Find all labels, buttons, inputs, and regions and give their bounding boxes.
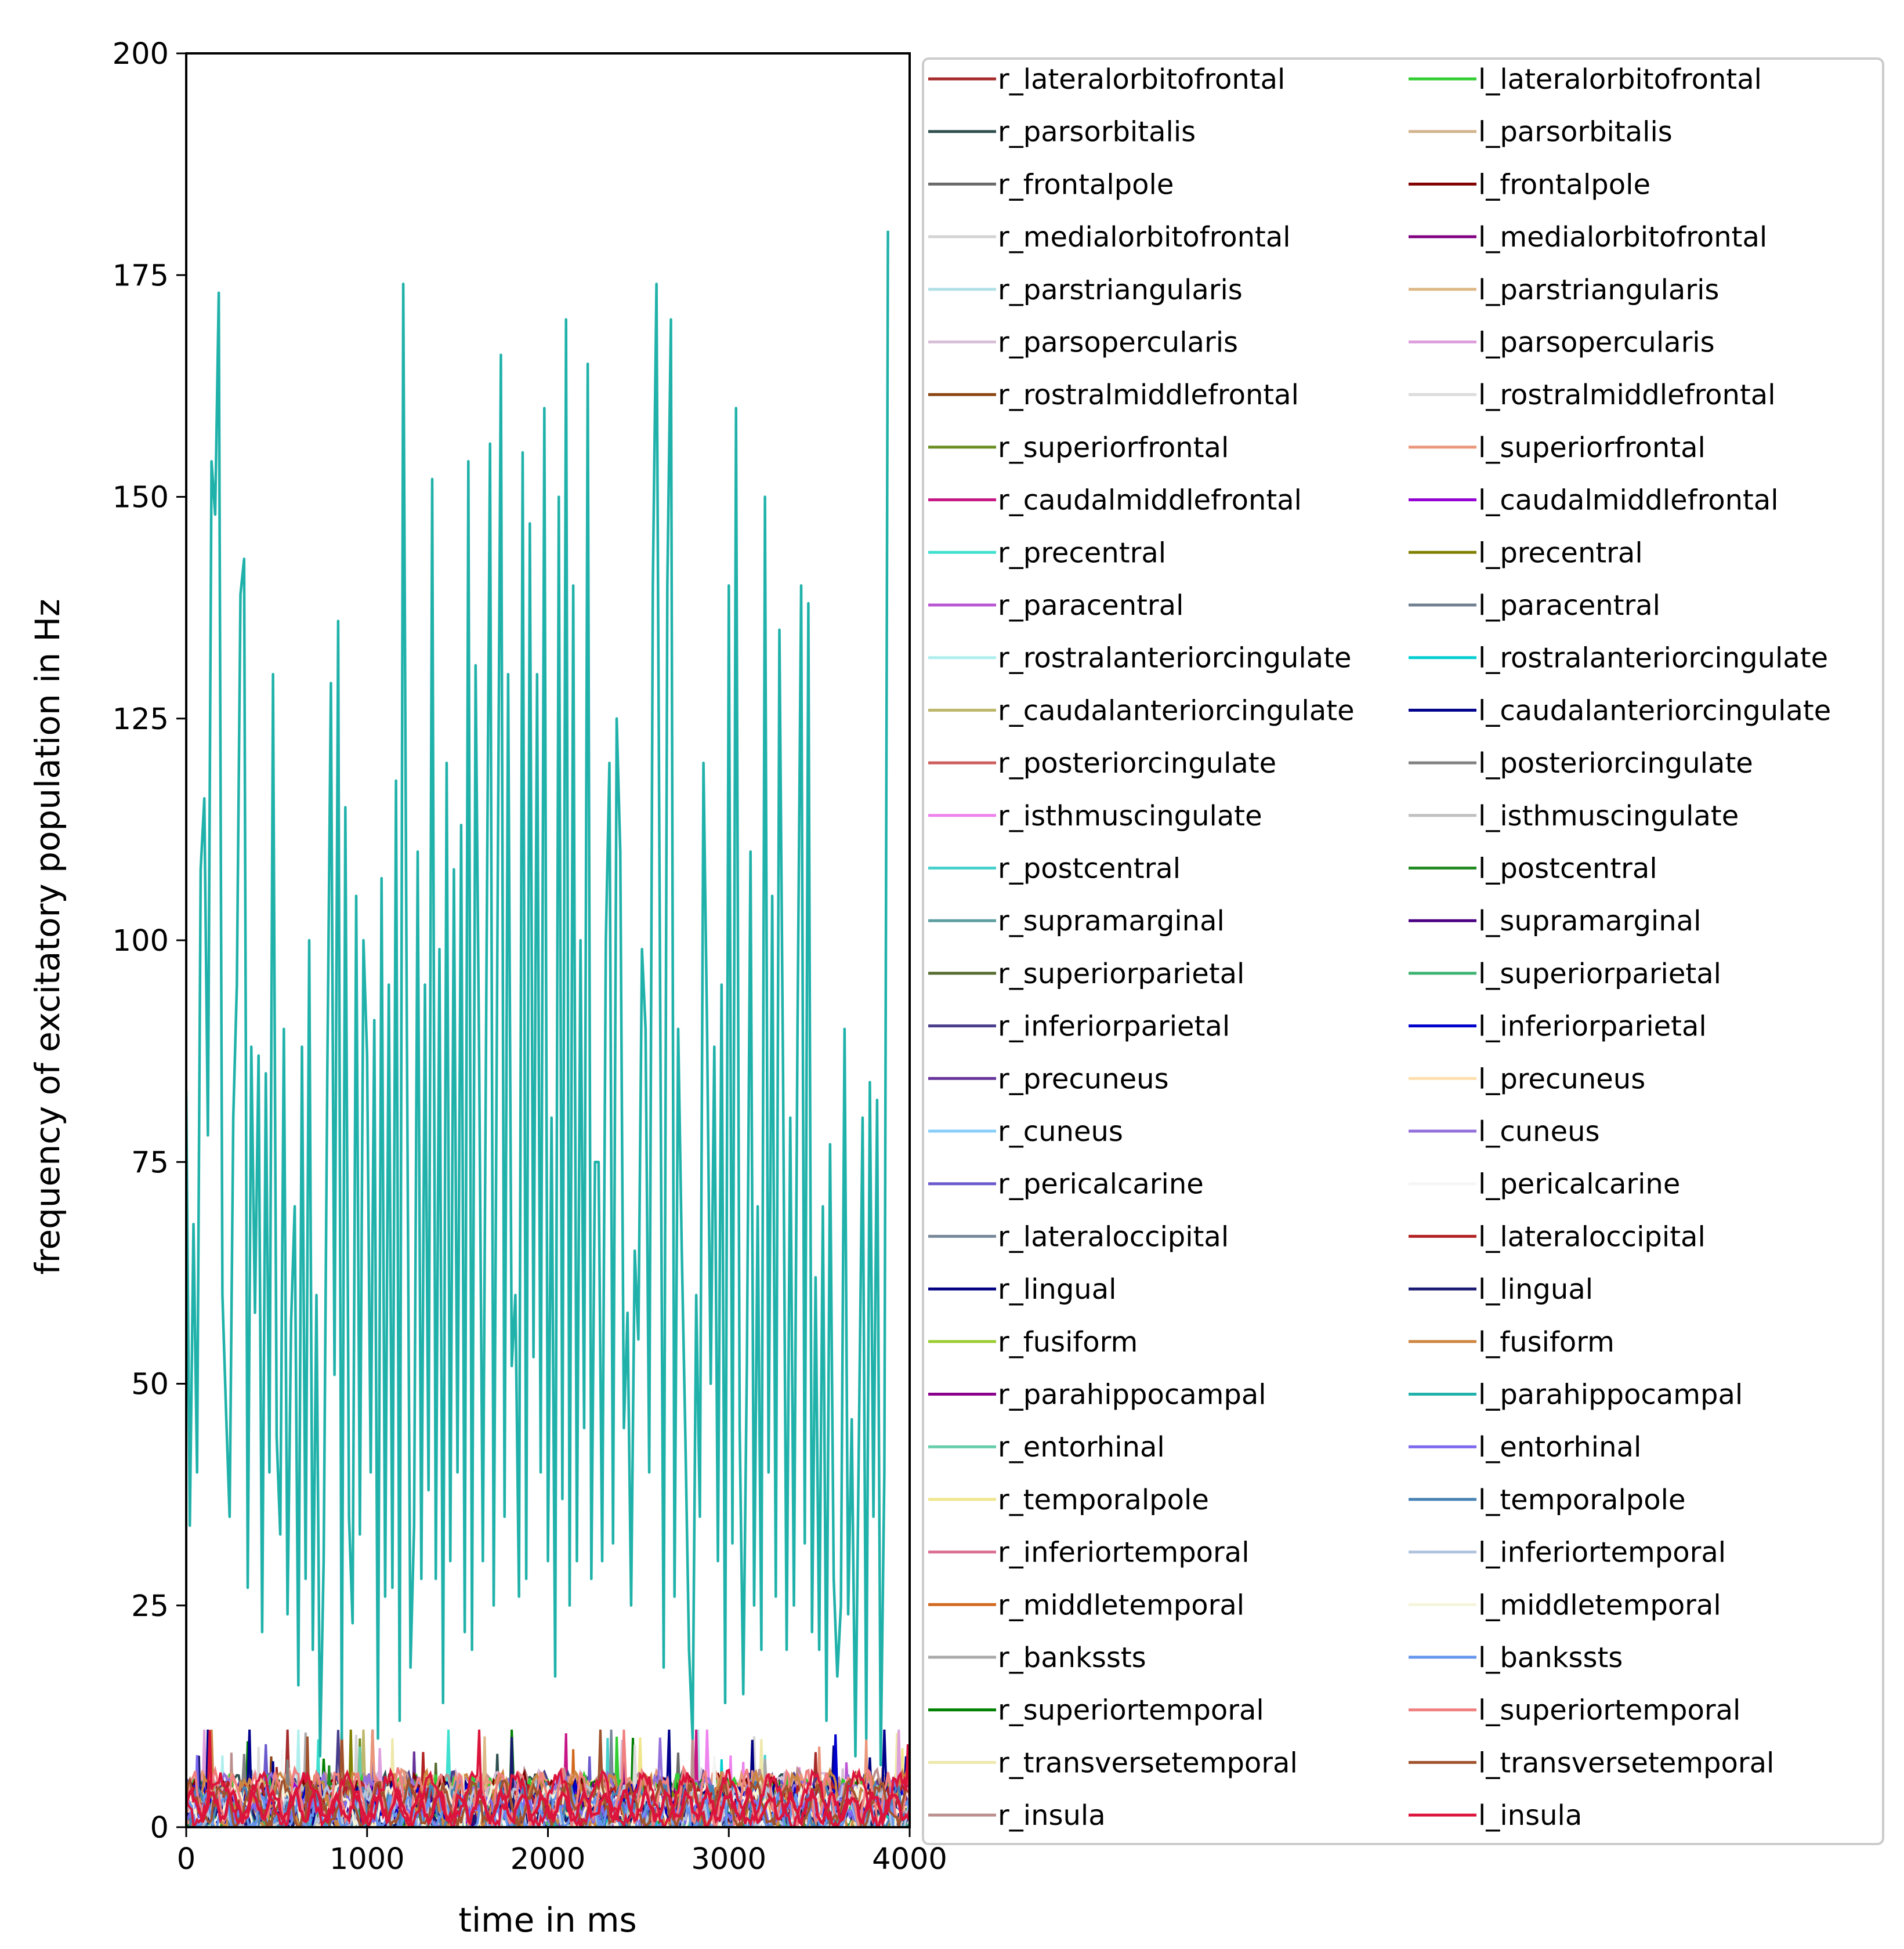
x-tick-label-4: 4000: [872, 1842, 947, 1876]
legend-label-r_superiorfrontal: r_superiorfrontal: [998, 432, 1229, 464]
y-axis: 0 25 50 75 100 125 150 175 200: [113, 37, 186, 1845]
legend-label-r_cuneus: r_cuneus: [998, 1115, 1123, 1148]
legend-label-l_middletemporal: l_middletemporal: [1478, 1589, 1721, 1621]
legend-label-r_lateralorbitofrontal: r_lateralorbitofrontal: [998, 63, 1285, 96]
dominant-series-group: [186, 230, 889, 1767]
legend-label-l_transversetemporal: l_transversetemporal: [1478, 1747, 1774, 1779]
y-axis-title: frequency of excitatory population in Hz: [28, 599, 67, 1274]
legend-label-r_entorhinal: r_entorhinal: [998, 1431, 1165, 1463]
x-tick-label-2: 2000: [511, 1842, 586, 1876]
legend-label-r_medialorbitofrontal: r_medialorbitofrontal: [998, 221, 1291, 253]
legend-label-r_bankssts: r_bankssts: [998, 1642, 1146, 1674]
legend-frame: [922, 57, 1884, 1845]
legend-label-r_precentral: r_precentral: [998, 537, 1166, 569]
legend-label-r_parsorbitalis: r_parsorbitalis: [998, 116, 1196, 148]
legend-label-l_supramarginal: l_supramarginal: [1478, 905, 1701, 937]
legend-label-l_bankssts: l_bankssts: [1478, 1642, 1623, 1674]
legend-label-l_inferiorparietal: l_inferiorparietal: [1478, 1010, 1707, 1043]
legend-label-l_caudalmiddlefrontal: l_caudalmiddlefrontal: [1478, 484, 1779, 517]
legend-label-r_paracentral: r_paracentral: [998, 589, 1183, 622]
legend-label-l_entorhinal: l_entorhinal: [1478, 1431, 1641, 1463]
series-line-l_transversetemporal: [186, 1729, 910, 1827]
y-tick-label-1: 25: [131, 1589, 169, 1624]
legend-label-l_frontalpole: l_frontalpole: [1478, 168, 1650, 201]
legend-label-r_caudalanteriorcingulate: r_caudalanteriorcingulate: [998, 694, 1355, 727]
x-tick-label-3: 3000: [691, 1842, 766, 1876]
legend-label-l_cuneus: l_cuneus: [1478, 1115, 1600, 1148]
legend-label-l_parahippocampal: l_parahippocampal: [1478, 1379, 1743, 1411]
legend-label-l_lateralorbitofrontal: l_lateralorbitofrontal: [1478, 63, 1762, 96]
series-line-l_insula-top: [186, 1784, 910, 1827]
plot-area: [185, 52, 911, 1828]
legend-label-r_middletemporal: r_middletemporal: [998, 1589, 1244, 1621]
legend-label-l_precuneus: l_precuneus: [1478, 1063, 1645, 1095]
legend-label-r_caudalmiddlefrontal: r_caudalmiddlefrontal: [998, 484, 1302, 517]
y-tick-label-8: 200: [113, 37, 169, 71]
legend-label-l_caudalanteriorcingulate: l_caudalanteriorcingulate: [1478, 694, 1831, 727]
legend-label-l_paracentral: l_paracentral: [1478, 589, 1660, 622]
y-tick-label-7: 175: [113, 259, 169, 293]
legend-label-l_pericalcarine: l_pericalcarine: [1478, 1168, 1680, 1201]
x-axis-title: time in ms: [458, 1900, 637, 1940]
legend-label-l_superiorparietal: l_superiorparietal: [1478, 958, 1721, 990]
legend-label-l_temporalpole: l_temporalpole: [1478, 1484, 1685, 1516]
legend-label-l_rostralmiddlefrontal: l_rostralmiddlefrontal: [1478, 379, 1776, 411]
legend-label-r_transversetemporal: r_transversetemporal: [998, 1747, 1298, 1779]
legend-label-r_inferiortemporal: r_inferiortemporal: [998, 1537, 1250, 1569]
legend-label-r_lingual: r_lingual: [998, 1273, 1116, 1306]
legend-label-l_fusiform: l_fusiform: [1478, 1326, 1615, 1358]
legend-label-l_postcentral: l_postcentral: [1478, 853, 1657, 885]
legend: r_lateralorbitofrontal r_parsorbitalis r_f…: [922, 57, 1884, 1845]
y-tick-label-4: 100: [113, 924, 169, 958]
legend-label-r_temporalpole: r_temporalpole: [998, 1484, 1209, 1516]
legend-label-r_posteriorcingulate: r_posteriorcingulate: [998, 747, 1276, 780]
legend-label-l_isthmuscingulate: l_isthmuscingulate: [1478, 800, 1739, 832]
legend-label-r_parstriangularis: r_parstriangularis: [998, 274, 1243, 306]
x-tick-label-0: 0: [177, 1842, 196, 1876]
legend-label-l_parsopercularis: l_parsopercularis: [1478, 327, 1715, 359]
legend-label-r_frontalpole: r_frontalpole: [998, 168, 1174, 201]
legend-label-r_parsopercularis: r_parsopercularis: [998, 327, 1238, 359]
legend-label-r_superiortemporal: r_superiortemporal: [998, 1694, 1264, 1727]
legend-label-r_rostralanteriorcingulate: r_rostralanteriorcingulate: [998, 642, 1352, 675]
legend-label-l_rostralanteriorcingulate: l_rostralanteriorcingulate: [1478, 642, 1828, 675]
legend-label-l_posteriorcingulate: l_posteriorcingulate: [1478, 747, 1753, 780]
legend-label-l_parsorbitalis: l_parsorbitalis: [1478, 116, 1673, 148]
legend-label-r_supramarginal: r_supramarginal: [998, 905, 1225, 937]
y-tick-label-5: 125: [113, 702, 169, 737]
series-line-l_bankssts: [186, 1789, 910, 1827]
x-axis: 0 1000 2000 3000 4000: [177, 1827, 947, 1876]
legend-label-r_rostralmiddlefrontal: r_rostralmiddlefrontal: [998, 379, 1299, 411]
y-tick-label-2: 50: [131, 1368, 169, 1402]
legend-label-l_superiorfrontal: l_superiorfrontal: [1478, 432, 1706, 464]
legend-label-l_medialorbitofrontal: l_medialorbitofrontal: [1478, 221, 1767, 253]
legend-label-r_postcentral: r_postcentral: [998, 853, 1181, 885]
legend-label-r_fusiform: r_fusiform: [998, 1326, 1138, 1358]
legend-label-r_lateraloccipital: r_lateraloccipital: [998, 1220, 1229, 1253]
legend-label-l_superiortemporal: l_superiortemporal: [1478, 1694, 1740, 1727]
legend-label-r_superiorparietal: r_superiorparietal: [998, 958, 1244, 990]
series-line-l_parahippocampal: [186, 230, 889, 1767]
legend-label-r_precuneus: r_precuneus: [998, 1063, 1169, 1095]
y-tick-label-3: 75: [131, 1146, 169, 1180]
legend-label-l_lateraloccipital: l_lateraloccipital: [1478, 1220, 1706, 1253]
legend-label-r_insula: r_insula: [998, 1799, 1106, 1832]
legend-label-r_inferiorparietal: r_inferiorparietal: [998, 1010, 1230, 1043]
legend-label-r_isthmuscingulate: r_isthmuscingulate: [998, 800, 1262, 832]
legend-label-l_lingual: l_lingual: [1478, 1273, 1593, 1306]
legend-label-r_parahippocampal: r_parahippocampal: [998, 1379, 1266, 1411]
x-tick-label-1: 1000: [330, 1842, 405, 1876]
y-tick-label-6: 150: [113, 481, 169, 515]
legend-label-l_parstriangularis: l_parstriangularis: [1478, 274, 1719, 306]
series-line-l_insula: [186, 1729, 910, 1827]
legend-label-l_inferiortemporal: l_inferiortemporal: [1478, 1537, 1726, 1569]
legend-label-l_precentral: l_precentral: [1478, 537, 1643, 569]
legend-label-r_pericalcarine: r_pericalcarine: [998, 1168, 1204, 1201]
legend-label-l_insula: l_insula: [1478, 1799, 1582, 1832]
y-tick-label-0: 0: [150, 1811, 169, 1845]
